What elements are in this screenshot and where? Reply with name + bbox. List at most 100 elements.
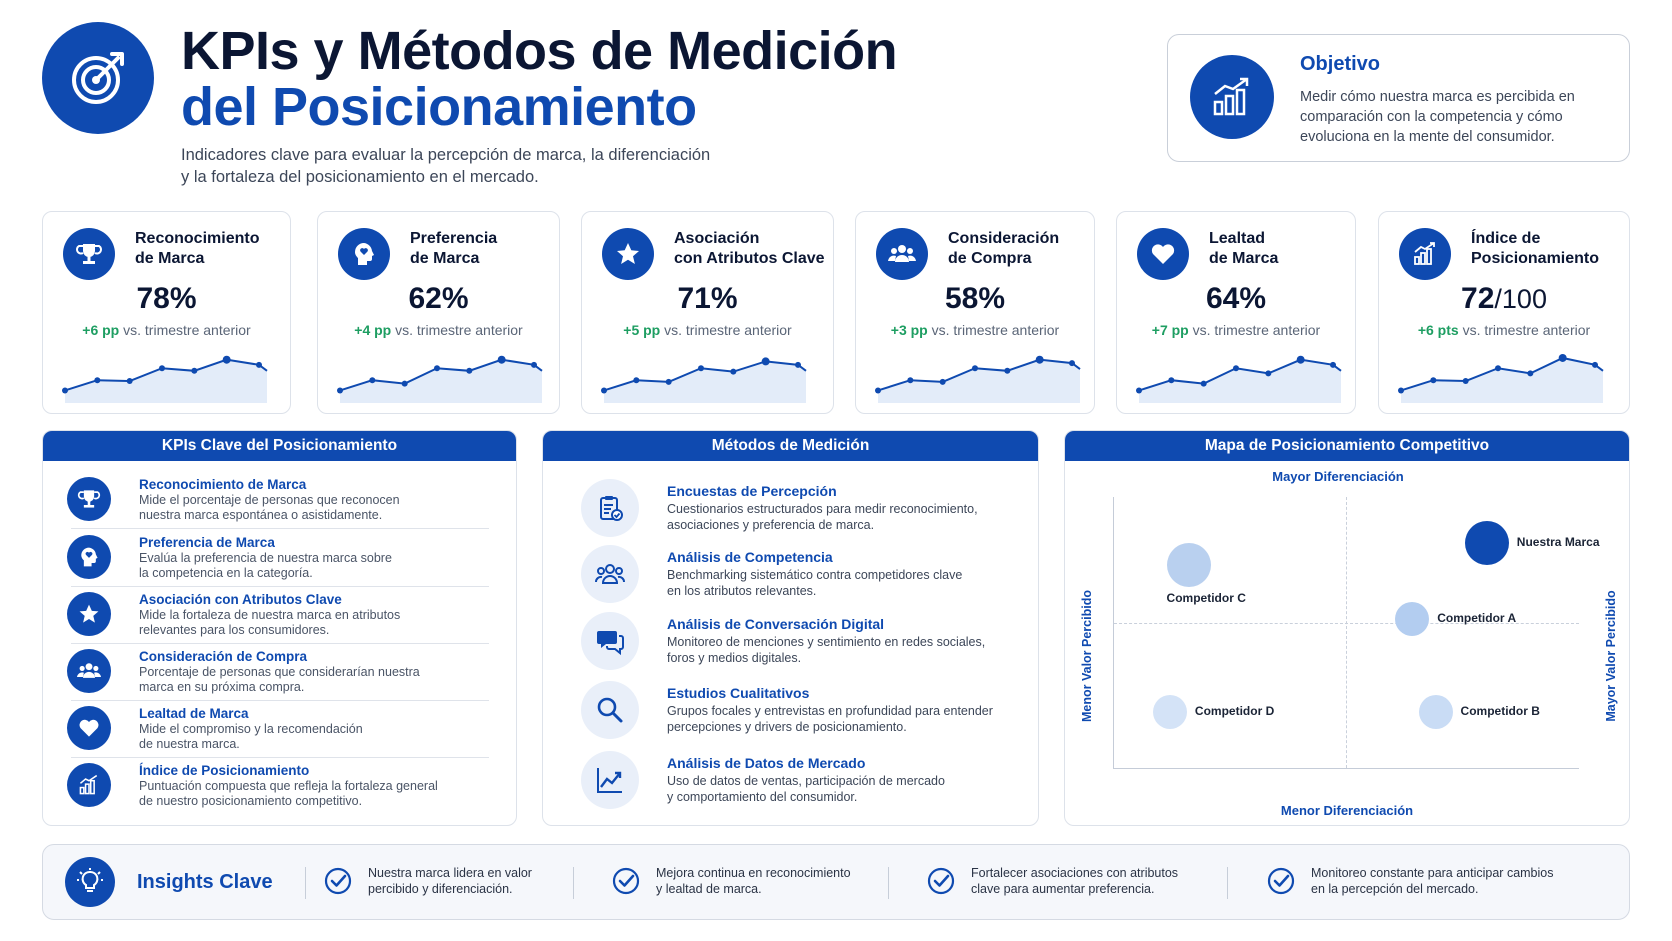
kpi-card-preferencia: Preferencia de Marca 62% +4 pp vs. trimes… (317, 211, 560, 414)
list-item-title: Encuestas de Percepción (667, 483, 837, 499)
list-item-title: Consideración de Compra (139, 649, 308, 664)
page-subtitle: y la fortaleza del posicionamiento en el… (181, 168, 539, 186)
axis-label-left: Menor Valor Percibido (1080, 590, 1094, 722)
kpi-card-lealtad: Lealtad de Marca 64% +7 pp vs. trimestre … (1116, 211, 1356, 414)
target-icon (42, 22, 154, 134)
kpi-value: 64% (1205, 282, 1267, 315)
kpi-delta: +6 pts vs. trimestre anterior (1417, 322, 1591, 338)
list-item: Asociación con Atributos Clave Mide la f… (67, 586, 489, 644)
chat-icon (581, 612, 639, 670)
objective-text: Medir cómo nuestra marca es percibida en… (1300, 89, 1575, 145)
sparkline-line (1400, 356, 1604, 392)
list-item: Análisis de Datos de Mercado Uso de dato… (581, 751, 1021, 815)
sparkline-point (972, 365, 978, 372)
kpi-sparkline (1136, 355, 1342, 403)
list-item: Índice de Posicionamiento Puntuación com… (67, 757, 489, 813)
chart-growth-icon (67, 763, 111, 807)
kpi-card-consideracion: Consideración de Compra 58% +3 pp vs. tri… (855, 211, 1095, 414)
list-item: Lealtad de Marca Mide el compromiso y la… (67, 700, 489, 758)
check-circle-icon (1267, 867, 1295, 895)
sparkline-point (1004, 367, 1011, 374)
head-heart-icon (338, 228, 390, 280)
list-item-title: Estudios Cualitativos (667, 685, 810, 701)
kpi-title: Asociación con Atributos Clave (674, 230, 825, 267)
sparkline-point (1592, 361, 1598, 368)
brand-dot (1418, 694, 1453, 729)
sparkline-point (191, 367, 198, 374)
kpi-title: Lealtad de Marca (1209, 230, 1279, 267)
list-item-title: Análisis de Datos de Mercado (667, 755, 866, 771)
sparkline-area (1401, 357, 1603, 403)
sparkline-area (340, 359, 542, 403)
kpi-title: Preferencia de Marca (410, 230, 498, 267)
list-item-title: Índice de Posicionamiento (139, 763, 310, 778)
divider (71, 700, 489, 701)
kpi-delta: +4 pp vs. trimestre anterior (354, 322, 523, 338)
sparkline-point (601, 387, 607, 394)
list-item-title: Preferencia de Marca (139, 535, 275, 550)
kpi-value: 72/100 (1461, 282, 1547, 315)
sparkline-point (939, 378, 946, 385)
divider (1227, 867, 1228, 899)
kpi-sparkline (1398, 353, 1604, 403)
sparkline-area (878, 359, 1080, 403)
panel-title: KPIs Clave del Posicionamiento (43, 431, 516, 461)
brand-label: Competidor B (1460, 703, 1540, 718)
sparkline-point (369, 377, 376, 384)
check-circle-icon (927, 867, 955, 895)
sparkline-line (1138, 358, 1342, 392)
kpi-sparkline (875, 355, 1081, 403)
sparkline-line (877, 358, 1081, 392)
objective-title: Objetivo (1300, 53, 1381, 75)
sparkline-point (94, 377, 101, 384)
kpi-title: Reconocimiento de Marca (135, 230, 260, 267)
trophy-icon (63, 228, 115, 280)
list-item-desc: Uso de datos de ventas, participación de… (667, 774, 945, 804)
kpi-sparkline (601, 357, 807, 403)
divider (305, 867, 306, 899)
sparkline-point (1069, 360, 1075, 367)
sparkline-point (256, 361, 262, 368)
sparkline-point (159, 365, 165, 372)
bar-growth-icon (1190, 55, 1274, 139)
heart-icon (1137, 228, 1189, 280)
list-item-desc: Mide la fortaleza de nuestra marca en at… (139, 608, 401, 637)
insights-title: Insights Clave (137, 871, 273, 893)
map-panel: Mapa de Posicionamiento Competitivo Mayo… (1064, 430, 1630, 826)
sparkline-point (875, 387, 881, 394)
check-circle-icon (324, 867, 352, 895)
sparkline-point (795, 361, 801, 368)
kpi-value: 58% (944, 282, 1006, 315)
sparkline-point (761, 357, 770, 366)
kpi-card-indice: Índice de Posicionamiento 72/100 +6 pts v… (1378, 211, 1630, 414)
list-item-desc: Cuestionarios estructurados para medir r… (667, 502, 978, 532)
kpi-sparkline (337, 355, 543, 403)
sparkline-point (126, 378, 133, 385)
sparkline-point (531, 361, 537, 368)
sparkline-point (1398, 387, 1404, 394)
line-chart-icon (581, 751, 639, 809)
kpi-card-asociacion: Asociación con Atributos Clave 71% +5 pp … (581, 211, 834, 414)
kpi-title: Consideración de Compra (948, 230, 1060, 267)
axis-label-bottom: Menor Diferenciación (1280, 803, 1414, 818)
kpi-delta: +5 pp vs. trimestre anterior (623, 322, 792, 338)
sparkline-point (1233, 365, 1239, 372)
kpi-title: Índice de Posicionamiento (1471, 230, 1600, 267)
axis-label-top: Mayor Diferenciación (1272, 469, 1404, 484)
list-item-title: Lealtad de Marca (139, 706, 249, 721)
list-item-desc: Mide el porcentaje de personas que recon… (139, 493, 400, 522)
list-item-desc: Benchmarking sistemático contra competid… (667, 568, 963, 598)
sparkline-point (907, 377, 914, 384)
sparkline-point (698, 365, 704, 372)
sparkline-point (1495, 365, 1501, 372)
page-subtitle: Indicadores clave para evaluar la percep… (181, 146, 711, 164)
sparkline-point (633, 377, 640, 384)
brand-label: Competidor D (1194, 703, 1275, 718)
sparkline-area (604, 361, 806, 403)
kpis-panel: KPIs Clave del Posicionamiento Reconocim… (42, 430, 517, 826)
sparkline-line (64, 358, 268, 392)
page-title: KPIs y Métodos de Medición (181, 21, 898, 81)
list-item-desc: Monitoreo de menciones y sentimiento en … (667, 635, 986, 665)
list-item: Preferencia de Marca Evalúa la preferenc… (67, 529, 489, 587)
star-icon (67, 592, 111, 636)
